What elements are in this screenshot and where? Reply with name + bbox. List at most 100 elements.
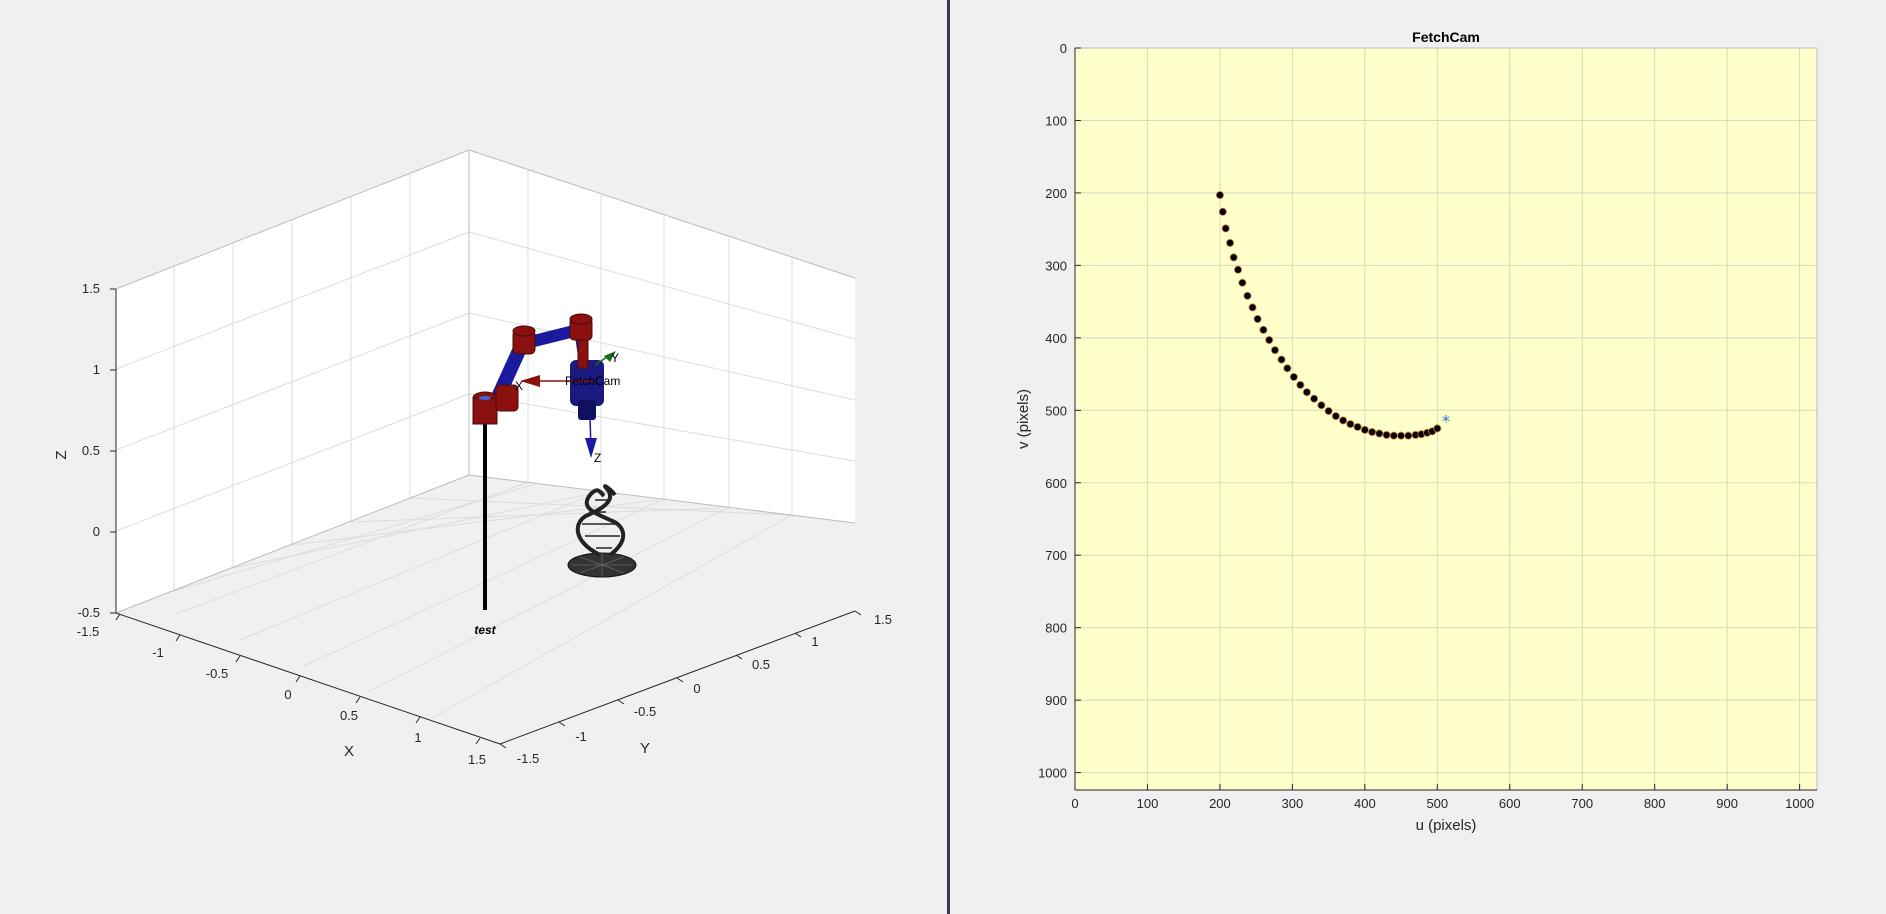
camera-label: FetchCam	[565, 374, 620, 388]
y-tick-label: -0.5	[634, 704, 656, 719]
v-axis-label: v (pixels)	[1015, 389, 1032, 449]
z-tick-label: -0.5	[78, 605, 100, 620]
v-tick-label: 0	[1060, 41, 1067, 56]
feature-point	[1270, 346, 1279, 355]
feature-point	[1229, 253, 1238, 262]
frame-x-label: X	[515, 379, 523, 393]
feature-point	[1234, 265, 1243, 274]
x-tick-label: -0.5	[206, 666, 228, 681]
v-tick-label: 200	[1045, 186, 1067, 201]
u-tick-label: 0	[1071, 796, 1078, 811]
feature-point	[1331, 412, 1340, 421]
robot-name-label: test	[474, 623, 496, 637]
feature-point	[1375, 429, 1384, 438]
feature-point	[1346, 420, 1355, 429]
feature-point	[1226, 238, 1235, 247]
u-tick-label: 800	[1644, 796, 1666, 811]
y-axis-label: Y	[640, 740, 650, 757]
chart-title: FetchCam	[1412, 29, 1480, 45]
v-tick-label: 400	[1045, 331, 1067, 346]
feature-point	[1404, 431, 1413, 440]
z-tick-label: 1.5	[82, 281, 100, 296]
v-tick-label: 100	[1045, 113, 1067, 128]
v-tick-label: 700	[1045, 548, 1067, 563]
u-tick-label: 100	[1137, 796, 1159, 811]
feature-point	[1277, 355, 1286, 364]
frame-z-arrow	[585, 438, 597, 458]
feature-point	[1324, 407, 1333, 416]
z-axis-label: Z	[53, 450, 70, 459]
axis-ticks: 0 100 200 300 400 500 600 700 800 900 1000 0 100 200 3…	[1038, 41, 1814, 811]
robot-gripper	[578, 400, 596, 420]
feature-point	[1259, 325, 1268, 334]
z-tick-label: 1	[93, 362, 100, 377]
feature-point	[1317, 401, 1326, 410]
robot-joint	[512, 325, 536, 337]
feature-point	[1296, 380, 1305, 389]
joint-highlight	[479, 396, 491, 400]
robot-3d-axes[interactable]: 1.5 1 0.5 0 -0.5 Z -1.5 -1 -0.5 0 0.5 1 …	[0, 0, 947, 914]
feature-point	[1283, 364, 1292, 373]
robot-arm[interactable]	[472, 313, 604, 425]
robot-wrist	[570, 360, 604, 406]
y-tick-label: 1	[811, 634, 818, 649]
u-axis-label: u (pixels)	[1416, 817, 1477, 834]
robot-joint	[495, 384, 519, 412]
u-tick-label: 200	[1209, 796, 1231, 811]
feature-point	[1360, 425, 1369, 434]
camera-image-axes[interactable]: 0 100 200 300 400 500 600 700 800 900 1000 0 100 200 3…	[950, 0, 1886, 914]
y-tick-label: -1.5	[517, 751, 539, 766]
u-tick-label: 900	[1716, 796, 1738, 811]
feature-point	[1248, 303, 1257, 312]
feature-point	[1382, 430, 1391, 439]
feature-point	[1218, 207, 1227, 216]
feature-point	[1353, 422, 1362, 431]
u-tick-label: 1000	[1785, 796, 1814, 811]
feature-point	[1238, 278, 1247, 287]
grid-lines	[115, 170, 856, 719]
feature-point	[1265, 336, 1274, 345]
feature-point	[1221, 224, 1230, 233]
frame-x-arrow	[520, 375, 540, 387]
v-tick-label: 1000	[1038, 766, 1067, 781]
feature-point	[1310, 394, 1319, 403]
image-plane-background	[1075, 48, 1817, 790]
target-star-point: *	[1442, 411, 1450, 430]
u-tick-label: 500	[1426, 796, 1448, 811]
u-tick-label: 400	[1354, 796, 1376, 811]
x-tick-label: -1.5	[77, 624, 99, 639]
y-tick-label: 1.5	[874, 612, 892, 627]
frame-y-label: Y	[611, 351, 619, 365]
feature-point	[1389, 431, 1398, 440]
x-tick-label: 1.5	[468, 752, 486, 767]
z-tick-label: 0.5	[82, 443, 100, 458]
y-tick-label: 0	[693, 681, 700, 696]
feature-point	[1302, 388, 1311, 397]
camera-image-figure[interactable]: 0 100 200 300 400 500 600 700 800 900 1000 0 100 200 3…	[950, 0, 1886, 914]
axis-lines	[110, 288, 862, 749]
x-tick-label: 0	[284, 687, 291, 702]
box-edges	[115, 149, 856, 614]
figure-divider[interactable]	[947, 0, 950, 914]
v-tick-label: 600	[1045, 476, 1067, 491]
u-tick-label: 600	[1499, 796, 1521, 811]
v-tick-label: 800	[1045, 621, 1067, 636]
u-tick-label: 700	[1571, 796, 1593, 811]
feature-point	[1253, 315, 1262, 324]
frame-y-arrow	[604, 351, 616, 362]
feature-point	[1243, 291, 1252, 300]
camera-frame: Y Z X FetchCam	[515, 351, 620, 465]
robot-joint	[472, 397, 498, 425]
frame-z-label: Z	[594, 451, 601, 465]
v-tick-label: 300	[1045, 258, 1067, 273]
feature-point	[1397, 431, 1406, 440]
z-tick-label: 0	[93, 524, 100, 539]
axes-background	[116, 150, 855, 613]
y-tick-label: -1	[575, 729, 587, 744]
feature-point	[1368, 428, 1377, 437]
helix-target	[567, 484, 637, 578]
feature-point	[1289, 372, 1298, 381]
robot-3d-figure[interactable]: 1.5 1 0.5 0 -0.5 Z -1.5 -1 -0.5 0 0.5 1 …	[0, 0, 947, 914]
feature-point	[1433, 424, 1442, 433]
feature-point	[1339, 416, 1348, 425]
